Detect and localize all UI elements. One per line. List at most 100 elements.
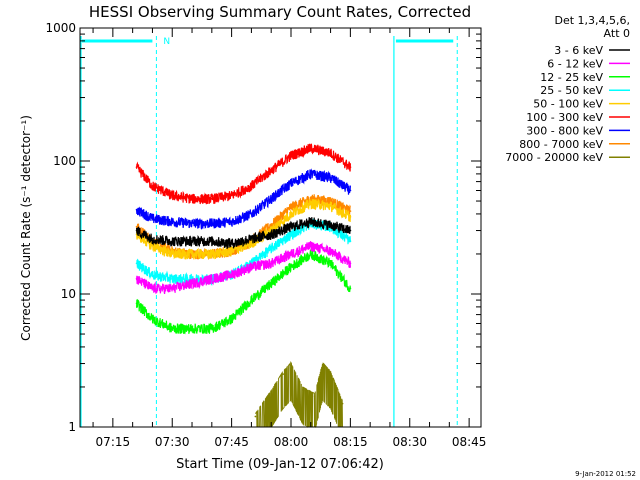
data-point [290, 266, 292, 268]
legend-item: 50 - 100 keV [533, 98, 630, 111]
series-line [135, 249, 352, 335]
legend-item: 3 - 6 keV [554, 44, 630, 57]
data-point [270, 282, 273, 285]
data-point [250, 185, 253, 187]
data-point [135, 302, 138, 305]
data-point [191, 253, 193, 255]
footer-timestamp: 9-Jan-2012 01:52 [575, 470, 636, 478]
legend-title-line-2: Att 0 [604, 27, 630, 40]
x-axis-label: Start Time (09-Jan-12 07:06:42) [176, 457, 384, 472]
data-point [349, 262, 352, 265]
data-point [135, 208, 138, 211]
data-point [270, 233, 273, 236]
legend-item: 300 - 800 keV [526, 124, 630, 137]
data-point [290, 182, 292, 185]
chart-title: HESSI Observing Summary Count Rates, Cor… [89, 3, 471, 21]
data-point [329, 205, 332, 207]
series-line [135, 168, 352, 230]
data-point [191, 222, 193, 225]
data-point [135, 166, 138, 169]
data-point [329, 250, 332, 253]
data-point [135, 229, 138, 232]
data-point [254, 415, 257, 418]
legend-item: 7000 - 20000 keV [505, 151, 630, 164]
data-point [230, 242, 233, 245]
legend-title: Det 1,3,4,5,6, Att 0 [554, 14, 630, 40]
data-point [210, 327, 213, 330]
data-point [191, 327, 193, 330]
data-point [230, 318, 233, 320]
data-point [349, 229, 352, 232]
data-point [329, 176, 332, 179]
data-point [329, 200, 332, 202]
data-point [309, 197, 312, 200]
attenuator-label: N [163, 37, 170, 47]
data-point [309, 173, 312, 175]
series-path [136, 143, 351, 205]
data-point [341, 402, 344, 405]
data-point [349, 216, 352, 218]
data-point [151, 237, 154, 240]
data-point [270, 169, 273, 172]
data-point [250, 242, 253, 245]
data-point [135, 277, 138, 280]
attenuator-annotation: N [82, 36, 170, 427]
data-point [290, 233, 292, 236]
data-point [191, 282, 193, 285]
data-point [329, 152, 332, 154]
data-point [309, 253, 312, 255]
data-point [250, 266, 253, 268]
data-point [171, 327, 174, 330]
data-point [302, 389, 304, 391]
data-point [135, 225, 138, 228]
data-point [151, 318, 154, 320]
data-point [290, 253, 292, 255]
y-tick-label: 1 [68, 420, 76, 434]
data-point [290, 154, 292, 157]
data-point [210, 197, 213, 200]
series-line [135, 143, 352, 205]
data-point [151, 287, 154, 290]
data-point [230, 273, 233, 276]
legend-label: 25 - 50 keV [540, 84, 603, 97]
data-point [250, 299, 253, 301]
legend-title-line-1: Det 1,3,4,5,6, [554, 14, 630, 27]
data-point [349, 287, 352, 290]
data-point [210, 222, 213, 225]
data-point [210, 240, 213, 243]
data-point [309, 220, 312, 223]
y-tick-label: 100 [53, 154, 76, 168]
data-point [290, 213, 292, 215]
data-point [313, 395, 316, 398]
series-path [136, 217, 351, 250]
series-line [254, 360, 344, 428]
legend-label: 100 - 300 keV [526, 111, 603, 124]
data-point [290, 206, 292, 209]
data-point [270, 197, 273, 200]
x-tick-label: 08:45 [452, 435, 487, 449]
data-point [290, 364, 292, 367]
series-path [136, 198, 351, 260]
x-tick-label: 08:30 [392, 435, 427, 449]
data-point [250, 213, 253, 215]
data-point [151, 185, 154, 187]
data-point [171, 287, 174, 290]
x-tick-label: 07:30 [155, 435, 190, 449]
data-point [309, 245, 312, 247]
data-point [151, 245, 154, 247]
legend-label: 300 - 800 keV [526, 124, 603, 137]
data-point [230, 220, 233, 223]
data-point [329, 262, 332, 265]
data-point [210, 277, 213, 280]
data-point [151, 217, 154, 220]
legend-label: 50 - 100 keV [533, 98, 603, 111]
data-point [282, 373, 284, 375]
series-line [135, 241, 352, 295]
legend-label: 7000 - 20000 keV [505, 151, 603, 164]
data-point [250, 237, 253, 240]
data-point [290, 225, 292, 228]
data-point [230, 194, 233, 197]
data-point [171, 194, 174, 197]
plot-frame [79, 27, 482, 428]
data-point [349, 210, 352, 213]
